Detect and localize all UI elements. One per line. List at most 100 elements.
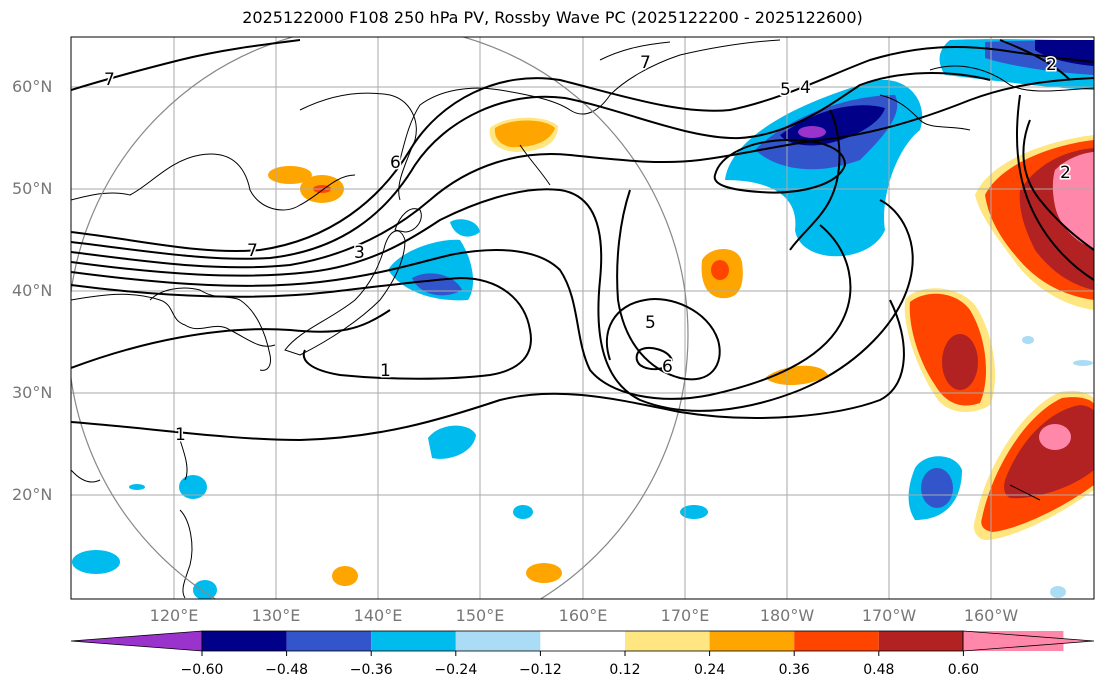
contour-line — [1016, 94, 1094, 281]
contour-label: 7 — [104, 70, 115, 90]
lat-label: 20°N — [12, 485, 53, 504]
coastline — [399, 39, 781, 161]
negative-anomaly-region — [72, 550, 120, 574]
negative-anomaly-region — [129, 484, 145, 490]
contour-label: 5 — [780, 80, 791, 100]
positive-anomaly-region — [942, 334, 978, 390]
contour-line — [71, 77, 1094, 269]
lon-label: 170°E — [660, 606, 710, 625]
coastline — [599, 41, 671, 61]
contour-line — [635, 347, 674, 371]
colorbar-segment — [794, 631, 879, 651]
negative-anomaly-region — [428, 425, 476, 459]
coastline — [394, 208, 422, 233]
colorbar-tick-label: 0.60 — [947, 662, 979, 678]
lat-label: 40°N — [12, 281, 53, 300]
lon-label: 160°W — [963, 606, 1019, 625]
contour-label: 2 — [1046, 55, 1057, 75]
colorbar-extend-low — [70, 630, 203, 652]
positive-anomaly-region — [526, 563, 562, 583]
contour-label: 1 — [380, 361, 391, 381]
positive-anomaly-region — [711, 260, 729, 280]
contour-label: 6 — [390, 153, 401, 173]
contour-line — [71, 188, 914, 412]
lon-label: 140°E — [353, 606, 403, 625]
colorbar-tick-label: 0.24 — [694, 662, 726, 678]
coastline — [71, 153, 356, 211]
colorbar-segment — [709, 631, 795, 651]
coastline — [239, 299, 271, 371]
negative-anomaly-region — [1050, 586, 1066, 598]
coastline — [179, 439, 188, 481]
coastline — [299, 92, 417, 201]
colorbar-tick-label: −0.48 — [265, 662, 309, 678]
colorbar-tick-label: 0.48 — [863, 662, 895, 678]
coastline — [929, 65, 1094, 92]
contour-label: 1 — [175, 425, 186, 445]
coastline — [71, 293, 276, 347]
positive-anomaly-region — [1004, 405, 1094, 499]
lat-label: 30°N — [12, 383, 53, 402]
coastline — [1009, 484, 1041, 501]
coastline — [879, 94, 971, 131]
contour-label: 4 — [800, 78, 811, 98]
contour-line — [71, 72, 991, 260]
pv-contours — [71, 39, 1094, 442]
contour-line — [71, 46, 1094, 252]
lon-label: 130°E — [251, 606, 301, 625]
negative-anomaly-region — [680, 505, 708, 519]
lon-label: 150°E — [455, 606, 505, 625]
lon-label: 180°W — [759, 606, 815, 625]
contour-line — [1022, 119, 1094, 251]
colorbar-tick-label: −0.24 — [434, 662, 478, 678]
contour-line — [71, 309, 391, 369]
contour-line — [605, 189, 721, 381]
colorbar-tick-label: 0.36 — [778, 662, 810, 678]
negative-anomaly-region — [1073, 360, 1093, 366]
negative-anomaly-region — [1022, 336, 1034, 344]
contour-line — [71, 276, 532, 380]
colorbar — [70, 630, 1095, 656]
contour-labels: 7 7 6 3 7 5 4 2 2 5 6 1 1 — [103, 52, 1073, 447]
reference-circle — [71, 37, 689, 599]
coastline — [519, 144, 551, 186]
negative-anomaly-region — [513, 505, 533, 519]
contour-label: 7 — [640, 53, 651, 73]
contour-label: 7 — [247, 241, 258, 261]
contour-label: 6 — [662, 357, 673, 377]
contour-line — [71, 224, 852, 400]
lon-label: 170°W — [861, 606, 917, 625]
colorbar-tick-label: −0.36 — [349, 662, 393, 678]
negative-anomaly-region — [798, 126, 826, 138]
positive-anomaly-region — [332, 566, 358, 586]
colorbar-segment — [625, 631, 710, 651]
contour-label: 2 — [1060, 163, 1071, 183]
contour-line — [71, 299, 905, 442]
coastline — [179, 509, 193, 599]
colorbar-segment — [286, 631, 372, 651]
coastline — [284, 230, 406, 356]
contour-label: 3 — [354, 243, 365, 263]
colorbar-tick-label: −0.60 — [180, 662, 224, 678]
positive-anomaly-region — [268, 166, 312, 184]
lon-label: 120°E — [149, 606, 199, 625]
colorbar-tick-label: −0.12 — [518, 662, 562, 678]
map-area: 7 7 6 3 7 5 4 2 2 5 6 1 1 — [71, 37, 1094, 599]
coastline — [71, 469, 101, 483]
lat-label: 50°N — [12, 179, 53, 198]
negative-anomaly-region — [193, 580, 217, 599]
contour-line — [71, 39, 301, 91]
lon-label: 160°E — [558, 606, 608, 625]
positive-anomaly-region — [494, 120, 555, 148]
contour-line — [999, 39, 1071, 81]
chart-title: 2025122000 F108 250 hPa PV, Rossby Wave … — [242, 8, 863, 27]
positive-anomaly-region — [765, 365, 828, 386]
colorbar-segment — [371, 631, 456, 651]
positive-anomaly-region — [1039, 424, 1071, 450]
colorbar-segment — [202, 631, 287, 651]
negative-anomaly-region — [179, 475, 207, 499]
contour-line — [789, 109, 841, 251]
colorbar-segment — [540, 631, 625, 651]
negative-anomaly-region — [450, 219, 480, 237]
